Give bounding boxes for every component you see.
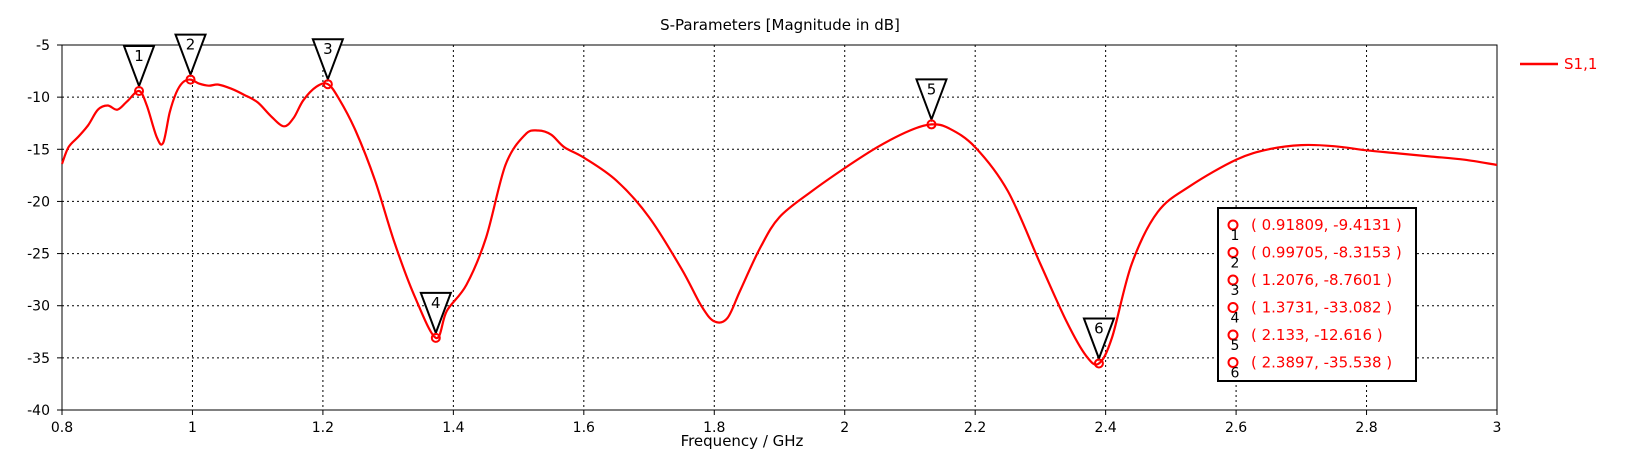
marker-number: 1 <box>134 47 144 65</box>
y-tick-label: -30 <box>27 299 50 315</box>
marker-number: 2 <box>186 36 196 54</box>
marker-value-box: 1 ( 0.91809, -9.4131 ) 2 ( 0.99705, -8.3153… <box>1217 207 1417 382</box>
marker-layer: 1 2 3 4 5 6 <box>122 33 1116 369</box>
marker-point <box>430 332 441 343</box>
chart-title: S-Parameters [Magnitude in dB] <box>660 16 900 34</box>
marker-box-icon <box>1227 274 1239 286</box>
marker-box-row: 2 ( 0.99705, -8.3153 ) <box>1227 244 1402 272</box>
x-tick-label: 2.2 <box>964 420 986 436</box>
marker-box-row: 1 ( 0.91809, -9.4131 ) <box>1227 216 1402 244</box>
marker-number: 4 <box>431 294 441 312</box>
y-tick-label: -35 <box>27 351 50 367</box>
marker-triangle <box>419 291 453 336</box>
y-tick-label: -20 <box>27 194 50 210</box>
marker-5: 5 <box>915 78 948 130</box>
marker-1: 1 <box>122 45 156 97</box>
marker-triangle <box>122 45 156 89</box>
marker-point <box>1093 358 1104 369</box>
marker-box-number: 6 <box>1231 366 1240 382</box>
marker-box-value: ( 1.2076, -8.7601 ) <box>1251 271 1392 289</box>
legend: S1,1 <box>1520 55 1597 73</box>
plot-frame <box>61 44 1498 411</box>
marker-box-icon <box>1227 357 1239 368</box>
marker-3: 3 <box>311 38 345 90</box>
marker-box-value: ( 1.3731, -33.082 ) <box>1251 299 1392 317</box>
marker-box-value: ( 2.3897, -35.538 ) <box>1251 354 1392 372</box>
marker-box-icon <box>1227 329 1239 341</box>
marker-box-number: 1 <box>1231 228 1240 244</box>
marker-box-frame <box>1217 207 1417 382</box>
marker-box-row: 4 ( 1.3731, -33.082 ) <box>1227 299 1392 327</box>
marker-4: 4 <box>419 291 453 343</box>
marker-number: 5 <box>927 80 937 98</box>
marker-point <box>322 79 333 90</box>
x-tick-label: 0.8 <box>51 420 73 436</box>
marker-triangle <box>311 38 345 83</box>
marker-point <box>926 119 937 130</box>
marker-point <box>134 86 145 97</box>
x-tick-label: 2.6 <box>1225 420 1247 436</box>
x-tick-label: 3 <box>1493 420 1502 436</box>
x-axis-label: Frequency / GHz <box>681 432 804 450</box>
y-tick-label: -40 <box>27 403 50 419</box>
y-tick-label: -25 <box>27 247 50 263</box>
marker-triangle <box>915 78 948 123</box>
marker-box-icon <box>1227 219 1239 231</box>
x-tick-label: 1.6 <box>573 420 595 436</box>
marker-box-row: 3 ( 1.2076, -8.7601 ) <box>1227 271 1392 299</box>
x-tick-label: 1.2 <box>312 420 334 436</box>
x-axis-ticks: 0.8 1 1.2 1.4 1.6 1.8 2 2.2 2.4 2.6 2.8 3 <box>51 410 1502 436</box>
x-tick-label: 1.8 <box>703 420 725 436</box>
marker-box-number: 3 <box>1231 283 1240 299</box>
marker-box-value: ( 0.91809, -9.4131 ) <box>1251 216 1402 234</box>
x-tick-label: 1 <box>188 420 197 436</box>
y-tick-label: -5 <box>36 38 50 54</box>
x-tick-label: 2.8 <box>1355 420 1377 436</box>
marker-point <box>185 74 196 85</box>
y-axis-ticks: -5 -10 -15 -20 -25 -30 -35 -40 <box>27 38 62 419</box>
marker-number: 3 <box>323 40 333 58</box>
marker-box-number: 5 <box>1231 338 1240 354</box>
marker-triangle <box>174 33 207 78</box>
marker-6: 6 <box>1082 317 1116 369</box>
legend-entry-s11: S1,1 <box>1564 55 1597 73</box>
x-tick-label: 1.4 <box>442 420 464 436</box>
marker-2: 2 <box>174 33 207 85</box>
x-tick-label: 2 <box>840 420 849 436</box>
y-tick-label: -10 <box>27 90 50 106</box>
y-tick-label: -15 <box>27 142 50 158</box>
marker-box-number: 2 <box>1231 256 1240 272</box>
marker-box-row: 6 ( 2.3897, -35.538 ) <box>1227 354 1392 382</box>
marker-box-row: 5 ( 2.133, -12.616 ) <box>1227 326 1383 354</box>
marker-number: 6 <box>1094 319 1104 337</box>
marker-box-value: ( 0.99705, -8.3153 ) <box>1251 244 1402 262</box>
marker-box-icon <box>1227 247 1239 258</box>
marker-box-value: ( 2.133, -12.616 ) <box>1251 326 1383 344</box>
x-tick-label: 2.4 <box>1095 420 1117 436</box>
marker-triangle <box>1082 317 1116 362</box>
marker-box-number: 4 <box>1231 311 1240 327</box>
series-line-s11 <box>60 78 1498 366</box>
marker-box-icon <box>1227 302 1239 313</box>
